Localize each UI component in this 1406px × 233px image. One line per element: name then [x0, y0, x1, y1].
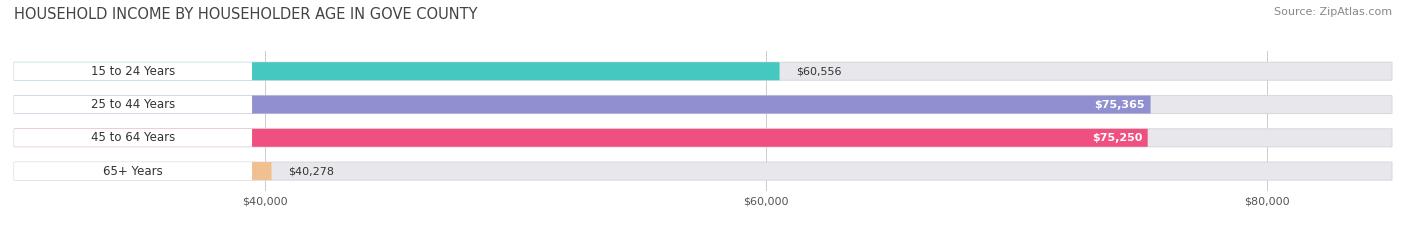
- FancyBboxPatch shape: [14, 62, 779, 80]
- FancyBboxPatch shape: [14, 129, 1147, 147]
- Text: Source: ZipAtlas.com: Source: ZipAtlas.com: [1274, 7, 1392, 17]
- Text: 65+ Years: 65+ Years: [103, 164, 163, 178]
- FancyBboxPatch shape: [14, 162, 271, 180]
- FancyBboxPatch shape: [14, 96, 1150, 113]
- Text: $40,278: $40,278: [288, 166, 335, 176]
- FancyBboxPatch shape: [14, 162, 1392, 180]
- Text: $75,365: $75,365: [1094, 99, 1144, 110]
- FancyBboxPatch shape: [14, 96, 252, 113]
- FancyBboxPatch shape: [14, 62, 252, 80]
- FancyBboxPatch shape: [14, 62, 1392, 80]
- Text: 25 to 44 Years: 25 to 44 Years: [91, 98, 176, 111]
- Text: $75,250: $75,250: [1092, 133, 1142, 143]
- Text: 15 to 24 Years: 15 to 24 Years: [91, 65, 176, 78]
- Text: $60,556: $60,556: [796, 66, 842, 76]
- FancyBboxPatch shape: [14, 96, 1392, 113]
- FancyBboxPatch shape: [14, 162, 252, 180]
- Text: HOUSEHOLD INCOME BY HOUSEHOLDER AGE IN GOVE COUNTY: HOUSEHOLD INCOME BY HOUSEHOLDER AGE IN G…: [14, 7, 478, 22]
- FancyBboxPatch shape: [14, 129, 252, 147]
- FancyBboxPatch shape: [14, 129, 1392, 147]
- Text: 45 to 64 Years: 45 to 64 Years: [91, 131, 176, 144]
